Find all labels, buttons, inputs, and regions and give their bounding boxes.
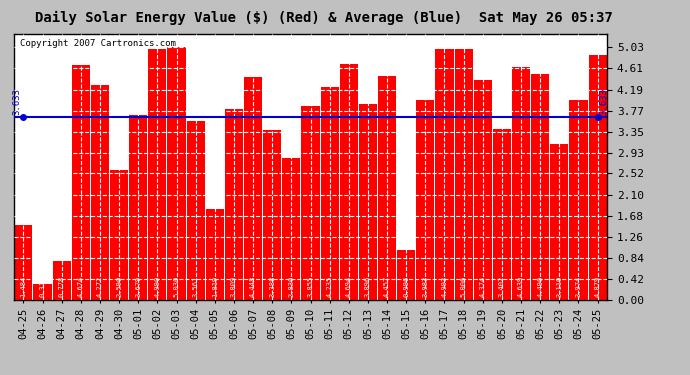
Text: 3.809: 3.809 [231,276,237,297]
Text: 4.374: 4.374 [480,276,486,297]
Text: 4.694: 4.694 [346,276,352,297]
Bar [455,48,473,300]
Bar [168,47,186,300]
Text: 3.896: 3.896 [365,276,371,297]
Bar [52,261,71,300]
Bar [339,64,358,300]
Text: 4.674: 4.674 [78,276,83,297]
Bar [435,49,453,300]
Bar [378,76,396,300]
Text: 4.639: 4.639 [518,276,524,297]
Text: 4.490: 4.490 [538,276,543,297]
Bar [129,115,148,300]
Bar [512,67,530,300]
Text: Daily Solar Energy Value ($) (Red) & Average (Blue)  Sat May 26 05:37: Daily Solar Energy Value ($) (Red) & Ave… [35,11,613,26]
Text: 3.679: 3.679 [135,276,141,297]
Bar [244,76,262,300]
Bar [569,100,588,300]
Bar [263,130,282,300]
Text: 1.484: 1.484 [21,276,26,297]
Text: 4.457: 4.457 [384,276,390,297]
Text: 3.402: 3.402 [499,276,505,297]
Text: 3.855: 3.855 [308,276,313,297]
Text: 0.312: 0.312 [39,276,46,297]
Text: 3.388: 3.388 [269,276,275,297]
Bar [72,65,90,300]
Bar [302,106,319,300]
Text: 3.633: 3.633 [12,88,21,115]
Text: 0.996: 0.996 [403,276,409,297]
Text: Copyright 2007 Cartronics.com: Copyright 2007 Cartronics.com [20,39,176,48]
Bar [397,250,415,300]
Bar [321,87,339,300]
Text: 2.590: 2.590 [116,276,122,297]
Text: 4.272: 4.272 [97,276,103,297]
Bar [186,121,205,300]
Text: 3.983: 3.983 [422,276,428,297]
Bar [359,104,377,300]
Bar [33,284,52,300]
Text: 2.830: 2.830 [288,276,295,297]
Bar [589,55,607,300]
Bar [148,50,166,300]
Text: 4.235: 4.235 [326,276,333,297]
Bar [550,144,569,300]
Text: 3.561: 3.561 [193,276,199,297]
Bar [282,158,300,300]
Bar [14,225,32,300]
Text: 0.778: 0.778 [59,276,65,297]
Text: 3.633: 3.633 [600,88,609,115]
Text: 3.110: 3.110 [556,276,562,297]
Text: 5.006: 5.006 [461,276,466,297]
Text: 5.030: 5.030 [173,276,179,297]
Text: 4.993: 4.993 [442,276,448,297]
Text: 4.879: 4.879 [595,276,600,297]
Text: 1.819: 1.819 [212,276,218,297]
Bar [474,80,492,300]
Bar [531,75,549,300]
Bar [206,209,224,300]
Text: 4.990: 4.990 [155,276,160,297]
Text: 3.974: 3.974 [575,276,582,297]
Text: 4.448: 4.448 [250,276,256,297]
Bar [416,100,435,300]
Bar [225,109,243,300]
Bar [110,170,128,300]
Bar [493,129,511,300]
Bar [91,86,109,300]
